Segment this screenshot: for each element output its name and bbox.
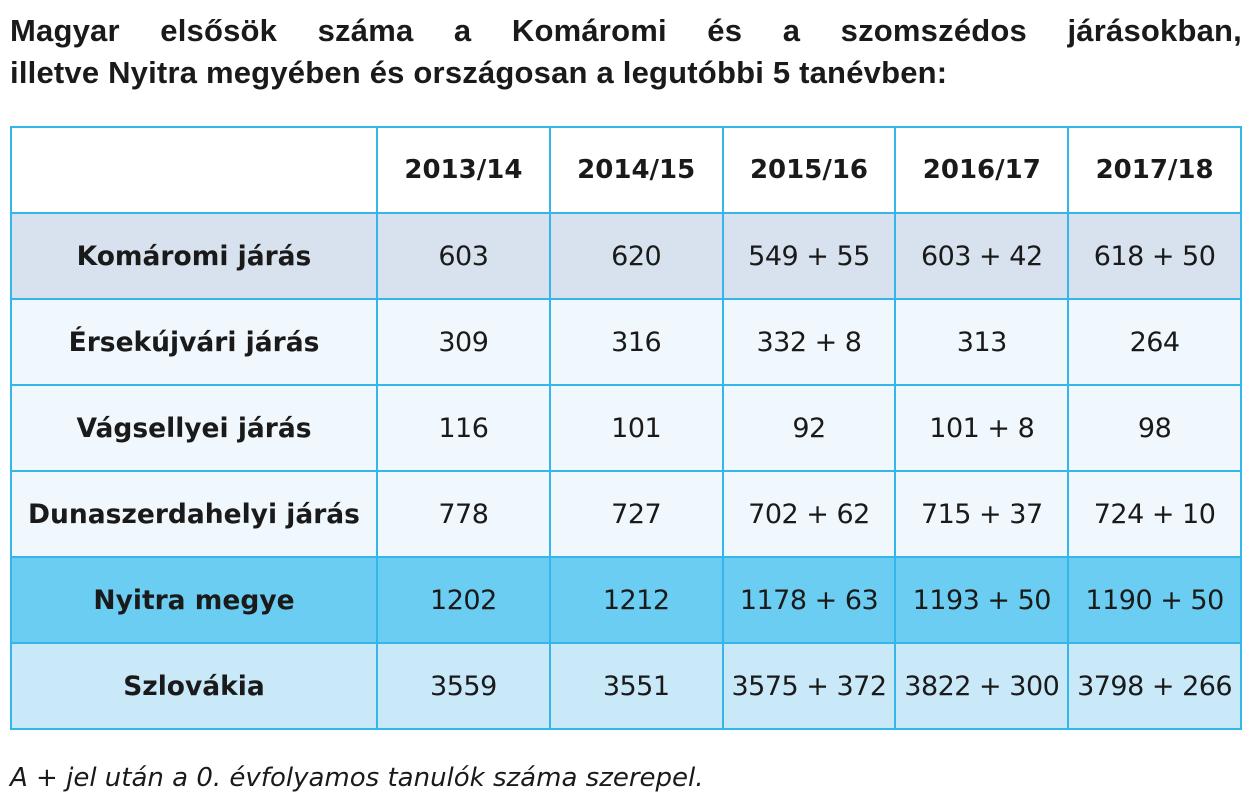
- row-label: Érsekújvári járás: [10, 298, 378, 386]
- table-cell: 3559: [376, 642, 551, 730]
- table-header-row: 2013/14 2014/15 2015/16 2016/17 2017/18: [10, 126, 1242, 214]
- table-cell: 116: [376, 384, 551, 472]
- table-cell: 1190 + 50: [1067, 556, 1242, 644]
- table-cell: 620: [548, 212, 724, 300]
- column-header-2016-17: 2016/17: [894, 126, 1070, 214]
- table-cell: 332 + 8: [721, 298, 897, 386]
- table-cell: 702 + 62: [721, 470, 897, 558]
- row-label: Szlovákia: [10, 642, 378, 730]
- table-cell: 313: [894, 298, 1070, 386]
- title-line-1: Magyar elsősök száma a Komáromi és a szo…: [10, 13, 1242, 48]
- table-cell: 603 + 42: [894, 212, 1070, 300]
- title-line-2: illetve Nyitra megyében és országosan a …: [10, 55, 948, 90]
- row-label: Vágsellyei járás: [10, 384, 378, 472]
- table-row-komaromi: Komáromi járás 603 620 549 + 55 603 + 42…: [10, 212, 1242, 300]
- table-cell: 98: [1067, 384, 1242, 472]
- column-header-2013-14: 2013/14: [376, 126, 551, 214]
- column-header-2014-15: 2014/15: [548, 126, 724, 214]
- row-label: Dunaszerdahelyi járás: [10, 470, 378, 558]
- footnote: A + jel után a 0. évfolyamos tanulók szá…: [10, 763, 704, 793]
- table-cell: 778: [376, 470, 551, 558]
- page-title: Magyar elsősök száma a Komáromi és a szo…: [10, 10, 1242, 94]
- row-label: Nyitra megye: [10, 556, 378, 644]
- table-cell: 1193 + 50: [894, 556, 1070, 644]
- table-cell: 92: [721, 384, 897, 472]
- table-cell: 549 + 55: [721, 212, 897, 300]
- table-row-ersekujvari: Érsekújvári járás 309 316 332 + 8 313 26…: [10, 298, 1242, 386]
- table-cell: 603: [376, 212, 551, 300]
- table-cell: 101 + 8: [894, 384, 1070, 472]
- table-cell: 724 + 10: [1067, 470, 1242, 558]
- table-cell: 1212: [548, 556, 724, 644]
- table-cell: 264: [1067, 298, 1242, 386]
- table-cell: 316: [548, 298, 724, 386]
- table-cell: 309: [376, 298, 551, 386]
- corner-cell: [10, 126, 378, 214]
- table-cell: 3798 + 266: [1067, 642, 1242, 730]
- table-cell: 101: [548, 384, 724, 472]
- table-row-nyitra-megye: Nyitra megye 1202 1212 1178 + 63 1193 + …: [10, 556, 1242, 644]
- table-row-dunaszerdahelyi: Dunaszerdahelyi járás 778 727 702 + 62 7…: [10, 470, 1242, 558]
- table-row-szlovakia: Szlovákia 3559 3551 3575 + 372 3822 + 30…: [10, 642, 1242, 730]
- row-label: Komáromi járás: [10, 212, 378, 300]
- table-cell: 727: [548, 470, 724, 558]
- first-graders-table: 2013/14 2014/15 2015/16 2016/17 2017/18 …: [10, 126, 1242, 730]
- table-cell: 3551: [548, 642, 724, 730]
- table-row-vagsellyei: Vágsellyei járás 116 101 92 101 + 8 98: [10, 384, 1242, 472]
- table-cell: 1178 + 63: [721, 556, 897, 644]
- table-cell: 715 + 37: [894, 470, 1070, 558]
- table-cell: 3575 + 372: [721, 642, 897, 730]
- table-cell: 618 + 50: [1067, 212, 1242, 300]
- column-header-2015-16: 2015/16: [721, 126, 897, 214]
- table-cell: 3822 + 300: [894, 642, 1070, 730]
- table-cell: 1202: [376, 556, 551, 644]
- column-header-2017-18: 2017/18: [1067, 126, 1242, 214]
